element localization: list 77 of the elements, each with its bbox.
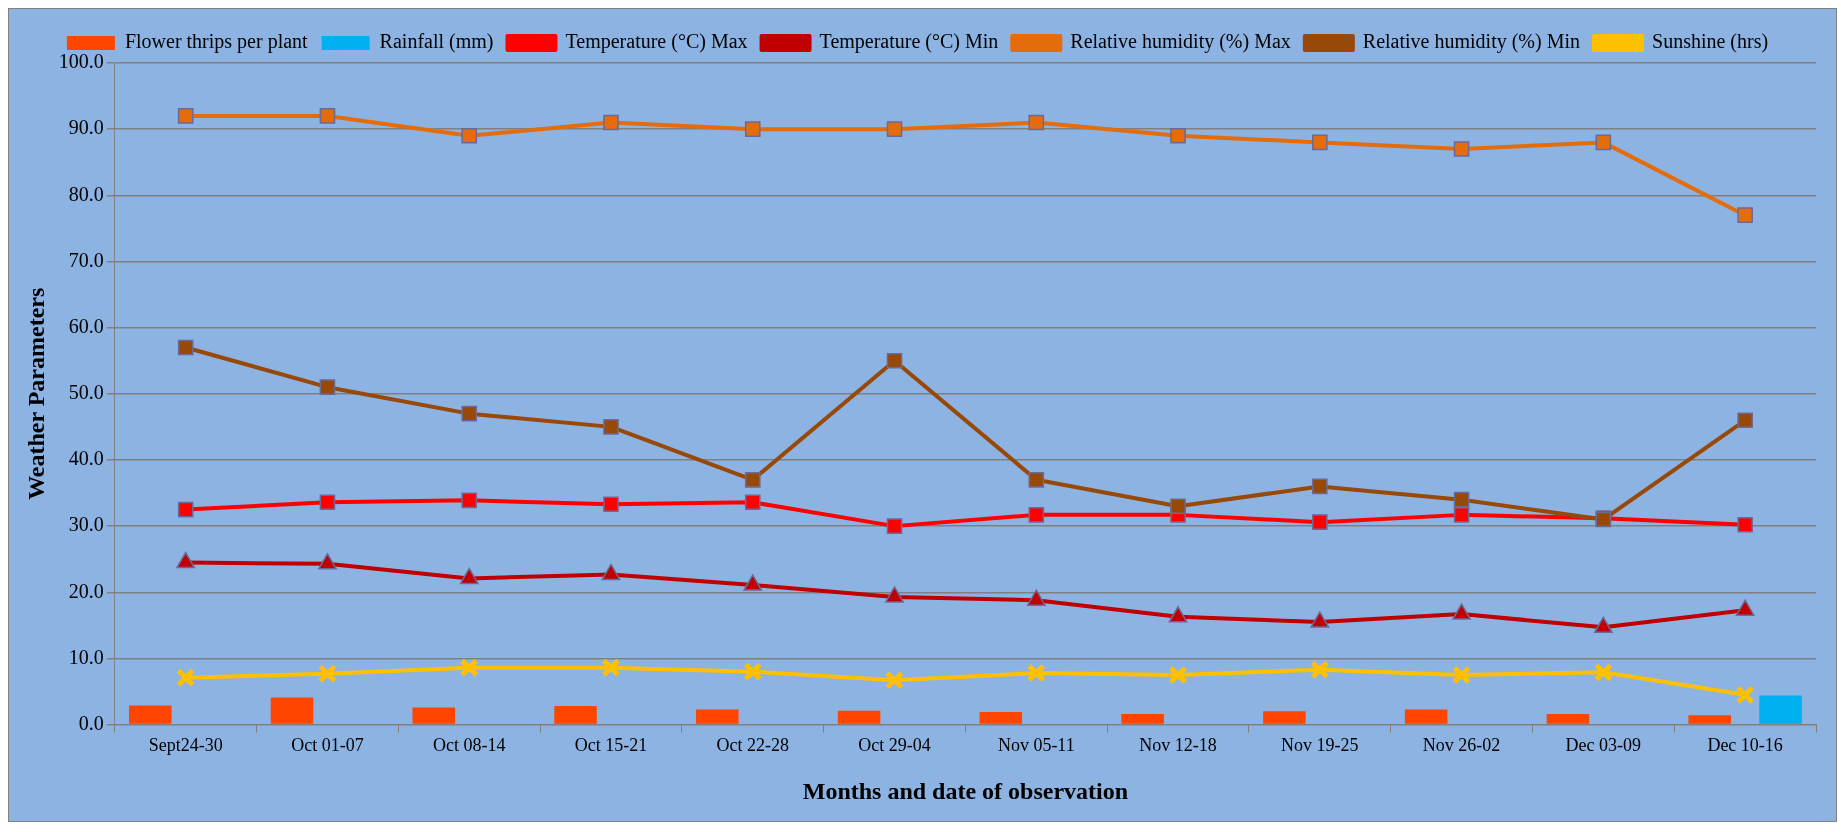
point [319,108,336,124]
y-tick-label: 100.0 [58,50,104,73]
point [1737,412,1753,429]
point [461,492,478,509]
point [319,494,336,511]
legend-label: Relative humidity (%) Min [1362,30,1581,54]
x-axis-title: Months and date of observation [802,777,1129,804]
point [603,496,619,513]
point [1737,207,1753,223]
point [177,501,194,518]
x-tick-label: Nov 19-25 [1281,735,1359,756]
point [886,121,903,137]
legend-label: Temperature (°C) Max [565,30,748,54]
point [1028,507,1045,523]
x-tick-label: Nov 26-02 [1422,735,1501,756]
legend-label: Rainfall (mm) [379,30,494,54]
point [1028,471,1045,488]
legend-label: Sunshine (hrs) [1652,30,1769,54]
legend-label: Temperature (°C) Min [819,30,999,54]
point [886,518,903,534]
point [459,658,479,678]
point [1312,134,1328,151]
point [1593,662,1613,682]
point [317,664,338,684]
point [176,668,196,688]
point [319,379,336,396]
y-tick-label: 10.0 [68,645,104,668]
point [1028,114,1045,131]
x-tick-label: Oct 15-21 [574,735,648,756]
x-tick-label: Dec 03-09 [1565,735,1642,756]
point [1595,134,1612,151]
y-tick-label: 60.0 [68,314,104,337]
x-tick-label: Nov 12-18 [1139,735,1217,756]
point [1735,685,1755,705]
point [884,670,905,690]
x-tick-label: Oct 01-07 [291,735,364,756]
y-tick-label: 80.0 [68,182,104,205]
legend-label: Relative humidity (%) Max [1070,30,1291,54]
point [461,405,478,422]
y-tick-label: 20.0 [68,579,104,602]
y-tick-label: 30.0 [68,513,104,536]
point [1312,478,1328,495]
point [1170,127,1186,144]
point [603,419,619,435]
point [1168,665,1188,685]
point [603,114,619,131]
point [177,339,194,356]
point [744,471,761,488]
y-axis-title: Weather Parameters [22,287,49,500]
x-tick-label: Oct 22-28 [716,735,789,756]
legend-label: Flower thrips per plant [124,30,309,54]
point [1452,665,1472,685]
y-tick-label: 0.0 [78,711,104,734]
point [1737,516,1753,533]
y-tick-label: 90.0 [68,116,104,139]
point [1453,491,1470,508]
point [601,658,621,678]
point [461,127,478,144]
point [1312,514,1328,530]
point [744,494,761,511]
x-tick-label: Oct 29-04 [858,735,931,756]
point [886,352,903,369]
point [177,108,194,124]
y-tick-label: 40.0 [68,447,104,470]
x-tick-label: Dec 10-16 [1707,735,1783,756]
point [744,121,761,137]
point [1453,141,1470,157]
x-tick-label: Oct 08-14 [432,735,506,756]
point [1453,507,1470,523]
x-tick-label: Nov 05-11 [997,735,1075,756]
x-tick-label: Sept24-30 [148,735,223,756]
point [743,662,763,682]
point [1170,498,1186,515]
y-tick-label: 50.0 [68,381,104,404]
point [1310,660,1330,680]
point [1026,663,1046,683]
y-tick-label: 70.0 [68,248,104,271]
